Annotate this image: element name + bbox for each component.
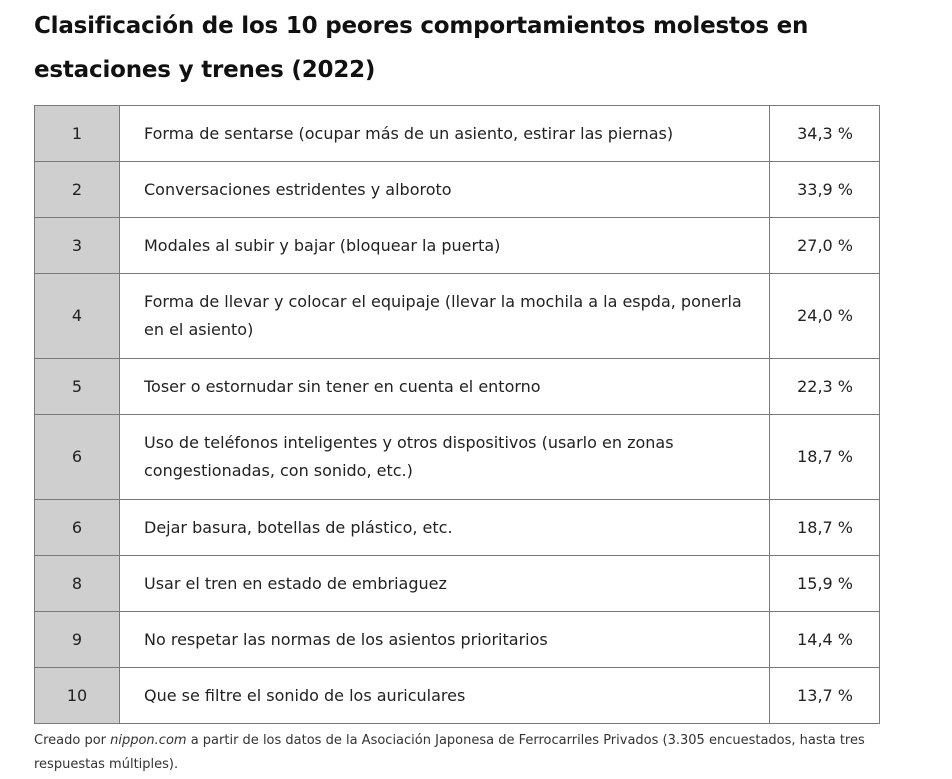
behavior-cell: Forma de llevar y colocar el equipaje (l…	[119, 273, 770, 359]
rank-cell: 2	[34, 161, 120, 218]
rank-cell: 9	[34, 611, 120, 668]
percent-cell: 34,3 %	[769, 105, 880, 162]
table-row: 10 Que se filtre el sonido de los auricul…	[34, 667, 880, 724]
ranking-table-body: 1 Forma de sentarse (ocupar más de un asi…	[34, 105, 880, 724]
percent-cell: 15,9 %	[769, 555, 880, 612]
table-row: 1 Forma de sentarse (ocupar más de un asi…	[34, 105, 880, 162]
table-row: 8 Usar el tren en estado de embriaguez 15,…	[34, 555, 880, 612]
behavior-cell: Dejar basura, botellas de plástico, etc.	[119, 499, 770, 556]
rank-cell: 3	[34, 217, 120, 274]
behavior-cell: Forma de sentarse (ocupar más de un asie…	[119, 105, 770, 162]
rank-cell: 4	[34, 273, 120, 359]
behavior-cell: Modales al subir y bajar (bloquear la pu…	[119, 217, 770, 274]
behavior-cell: Toser o estornudar sin tener en cuenta e…	[119, 358, 770, 415]
percent-cell: 14,4 %	[769, 611, 880, 668]
ranking-table: 1 Forma de sentarse (ocupar más de un asi…	[34, 105, 880, 724]
table-row: 3 Modales al subir y bajar (bloquear la p…	[34, 217, 880, 274]
table-row: 2 Conversaciones estridentes y alboroto 33…	[34, 161, 880, 218]
table-row: 9 No respetar las normas de los asientos …	[34, 611, 880, 668]
percent-cell: 33,9 %	[769, 161, 880, 218]
page-title: Clasificación de los 10 peores comportam…	[34, 13, 809, 83]
rank-cell: 6	[34, 414, 120, 500]
source-note: Creado por nippon.com a partir de los da…	[34, 729, 914, 777]
behavior-cell: No respetar las normas de los asientos p…	[119, 611, 770, 668]
percent-cell: 18,7 %	[769, 499, 880, 556]
rank-cell: 5	[34, 358, 120, 415]
behavior-cell: Uso de teléfonos inteligentes y otros di…	[119, 414, 770, 500]
percent-cell: 27,0 %	[769, 217, 880, 274]
behavior-cell: Conversaciones estridentes y alboroto	[119, 161, 770, 218]
source-prefix: Creado por	[34, 733, 111, 748]
rank-cell: 6	[34, 499, 120, 556]
behavior-cell: Usar el tren en estado de embriaguez	[119, 555, 770, 612]
percent-cell: 18,7 %	[769, 414, 880, 500]
table-row: 6 Dejar basura, botellas de plástico, etc…	[34, 499, 880, 556]
percent-cell: 24,0 %	[769, 273, 880, 359]
rank-cell: 8	[34, 555, 120, 612]
rank-cell: 10	[34, 667, 120, 724]
table-row: 4 Forma de llevar y colocar el equipaje (…	[34, 273, 880, 359]
behavior-cell: Que se filtre el sonido de los auricular…	[119, 667, 770, 724]
table-row: 5 Toser o estornudar sin tener en cuenta …	[34, 358, 880, 415]
source-suffix: a partir de los datos de la Asociación J…	[34, 733, 865, 772]
rank-cell: 1	[34, 105, 120, 162]
source-site: nippon.com	[110, 733, 187, 748]
percent-cell: 13,7 %	[769, 667, 880, 724]
table-row: 6 Uso de teléfonos inteligentes y otros d…	[34, 414, 880, 500]
percent-cell: 22,3 %	[769, 358, 880, 415]
